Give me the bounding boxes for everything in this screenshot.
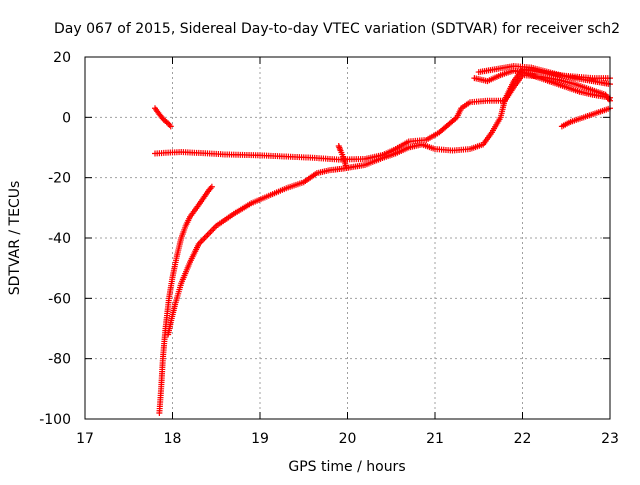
x-tick-label: 17: [76, 431, 94, 447]
y-tick-label: -100: [39, 412, 71, 428]
data-point: [342, 162, 349, 169]
series-arc-high-upper: [475, 63, 613, 88]
x-tick-label: 19: [251, 431, 269, 447]
data-points: [152, 63, 613, 416]
y-tick-label: -60: [48, 291, 71, 307]
ticks: [84, 56, 611, 420]
tick-labels: 17 18 19 20 21 22 23 -100 -80 -60 -40 -20 0 20: [39, 50, 619, 447]
data-point: [167, 123, 174, 130]
y-tick-label: -20: [48, 171, 71, 187]
x-tick-label: 22: [514, 431, 532, 447]
grid: [85, 57, 610, 419]
series-arc-spike: [335, 142, 349, 169]
y-tick-label: -80: [48, 352, 71, 368]
series-arc-tail: [558, 105, 613, 130]
x-axis-label: GPS time / hours: [288, 459, 405, 475]
y-tick-label: 20: [53, 50, 71, 66]
series-arc-short: [152, 105, 174, 130]
data-point: [208, 183, 215, 190]
y-tick-label: -40: [48, 231, 71, 247]
series-arc-high-lower: [471, 67, 613, 101]
series-arc-rise-a: [156, 183, 215, 416]
x-tick-label: 18: [164, 431, 182, 447]
y-tick-label: 0: [62, 110, 71, 126]
x-tick-label: 21: [426, 431, 444, 447]
x-tick-label: 20: [339, 431, 357, 447]
x-tick-label: 23: [601, 431, 619, 447]
y-axis-label: SDTVAR / TECUs: [7, 181, 23, 296]
chart-title: Day 067 of 2015, Sidereal Day-to-day VTE…: [54, 21, 620, 37]
